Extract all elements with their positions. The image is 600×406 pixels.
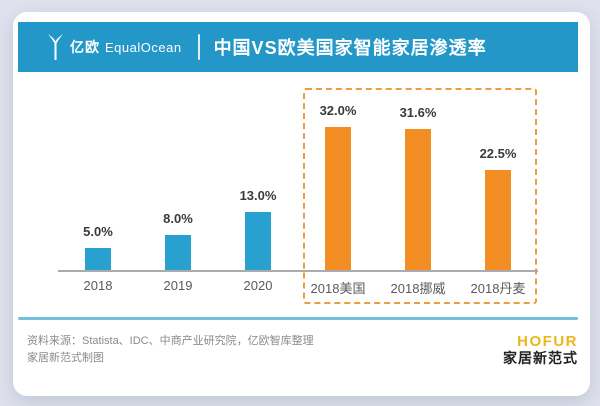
equalocean-logo: 亿欧 EqualOcean	[46, 33, 182, 61]
bar-value-2019: 8.0%	[163, 211, 193, 226]
source-line-1: 资料来源：Statista、IDC、中商产业研究院，亿欧智库整理	[27, 335, 314, 347]
bar-2020	[245, 212, 271, 271]
logo-text-en: EqualOcean	[105, 39, 182, 55]
bar-value-2018丹麦: 22.5%	[479, 146, 517, 161]
hofur-logo: HOFUR 家居新范式	[503, 333, 578, 367]
bar-value-2018挪威: 31.6%	[399, 105, 437, 120]
bar-2018挪威	[405, 129, 431, 271]
page-title: 中国VS欧美国家智能家居渗透率	[213, 38, 487, 58]
bar-2018美国	[325, 127, 351, 271]
hofur-logo-sub: 家居新范式	[503, 350, 578, 366]
bar-category-2019: 2019	[163, 278, 193, 293]
bar-category-2018挪威: 2018挪威	[390, 281, 446, 296]
bar-value-2018美国: 32.0%	[319, 103, 357, 118]
bar-value-2020: 13.0%	[239, 188, 277, 203]
source-note: 资料来源：Statista、IDC、中商产业研究院，亿欧智库整理 家居新范式制图	[27, 333, 314, 367]
header-bar: 亿欧 EqualOcean 中国VS欧美国家智能家居渗透率	[18, 22, 578, 72]
header-divider	[197, 34, 200, 60]
source-line-2: 家居新范式制图	[27, 352, 104, 364]
bar-2019	[165, 235, 191, 271]
bar-category-2020: 2020	[243, 278, 273, 293]
equalocean-logo-icon	[46, 33, 65, 61]
bar-value-2018: 5.0%	[83, 224, 113, 239]
bar-category-2018美国: 2018美国	[310, 281, 366, 296]
footer-divider-line	[18, 317, 578, 320]
bar-2018丹麦	[485, 170, 511, 271]
bar-category-2018: 2018	[83, 278, 113, 293]
bar-category-2018丹麦: 2018丹麦	[470, 281, 526, 296]
x-axis-line	[58, 270, 538, 272]
bar-2018	[85, 248, 111, 271]
highlight-dashed-box	[303, 88, 537, 304]
hofur-logo-name: HOFUR	[517, 333, 578, 350]
logo-text-cn: 亿欧	[70, 39, 100, 55]
